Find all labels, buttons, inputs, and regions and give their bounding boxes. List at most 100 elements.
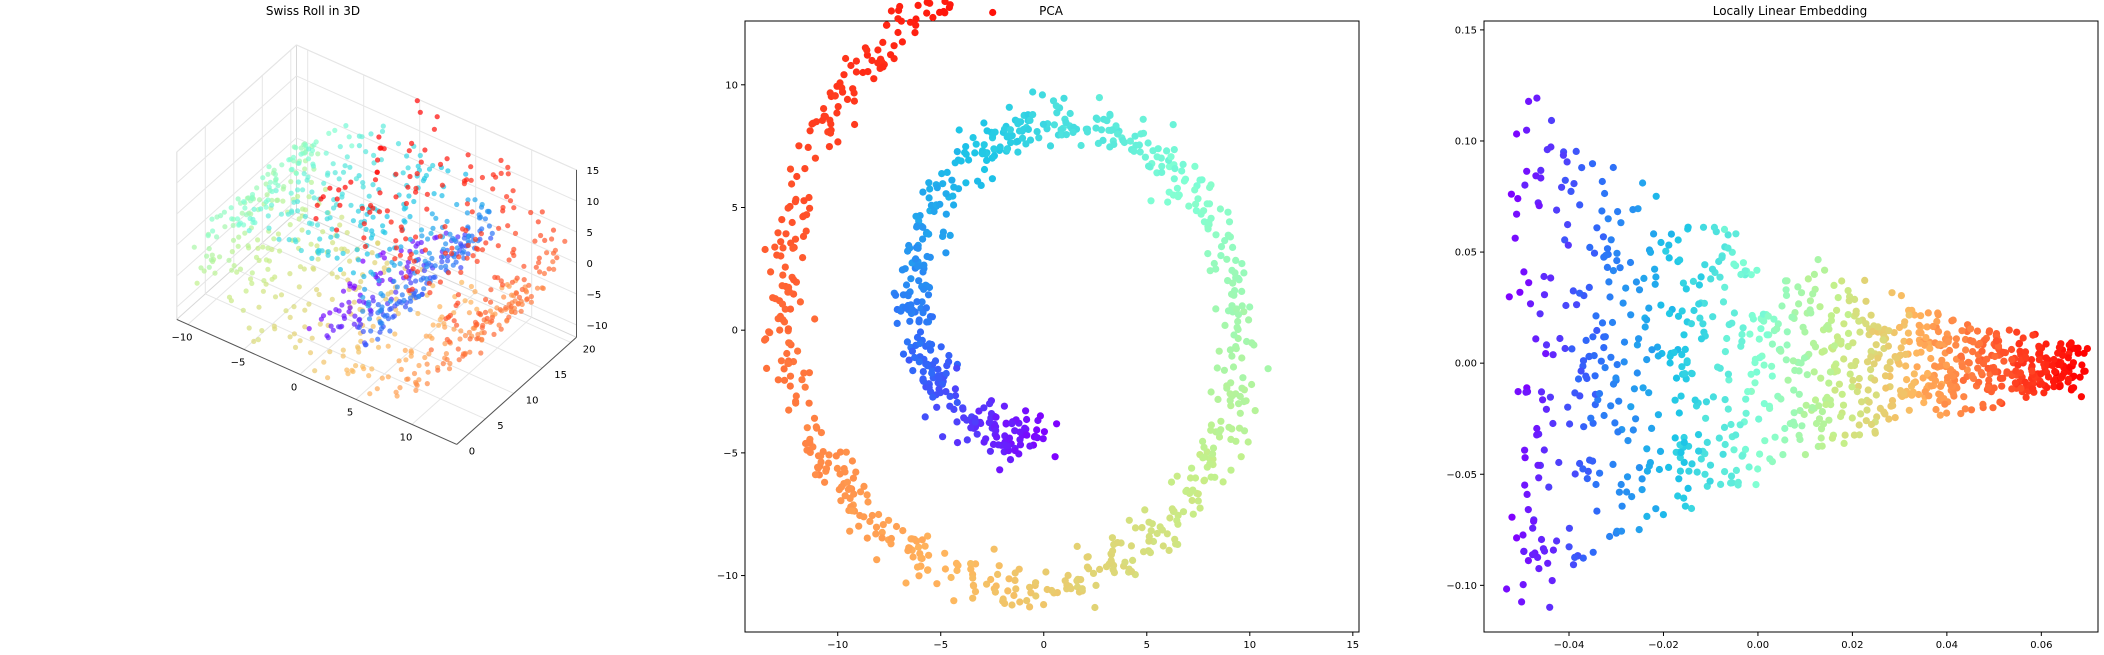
pca-point	[1234, 317, 1242, 326]
pca-point	[1191, 474, 1200, 482]
pca-point	[1206, 267, 1214, 275]
3d-point	[446, 339, 453, 345]
lle-point	[1609, 163, 1617, 172]
pca-point	[1236, 392, 1244, 401]
lle-point	[1635, 286, 1644, 294]
pca-point	[1137, 130, 1145, 138]
lle-point	[1863, 358, 1872, 366]
3d-point	[430, 322, 436, 328]
lle-point	[1571, 470, 1579, 478]
3d-point	[399, 292, 405, 298]
3d-point	[488, 235, 494, 241]
lle-point	[2070, 372, 2078, 380]
pca-point	[879, 521, 887, 529]
pca-point	[1216, 205, 1224, 213]
lle-point	[1603, 263, 1611, 271]
3d-point	[306, 146, 312, 152]
pca-point	[824, 459, 833, 467]
lle-point	[1996, 398, 2004, 406]
3d-point	[303, 142, 309, 148]
pca-point	[907, 275, 915, 283]
3d-point	[432, 263, 438, 269]
3d-point	[437, 304, 443, 310]
lle-point	[1687, 369, 1696, 377]
lle-point	[1723, 334, 1731, 343]
3d-point	[425, 369, 431, 375]
lle-point	[1943, 374, 1952, 382]
3d-point	[419, 233, 425, 239]
lle-point	[1863, 406, 1871, 414]
lle-point	[1927, 354, 1935, 363]
3d-point	[449, 250, 455, 257]
lle-point	[1892, 354, 1901, 362]
pca-point	[870, 75, 878, 83]
3d-point	[455, 346, 461, 352]
3d-point	[394, 301, 400, 307]
3d-point	[505, 171, 511, 177]
pca-x-tick-label: 15	[1346, 640, 1359, 651]
pca-point	[974, 177, 982, 185]
3d-point	[426, 250, 432, 256]
pca-point	[801, 383, 809, 391]
pca-point	[786, 382, 794, 390]
3d-point	[367, 209, 373, 215]
3d-point	[306, 301, 312, 307]
pca-point	[1062, 131, 1070, 139]
pca-y-tick-label: 10	[725, 80, 738, 91]
3d-point	[474, 306, 480, 312]
lle-point	[1810, 368, 1818, 376]
lle-point	[1532, 335, 1540, 343]
3d-point	[375, 344, 382, 350]
3d-point	[403, 205, 409, 211]
lle-point	[1503, 585, 1511, 593]
pca-point	[1163, 530, 1171, 538]
3d-point	[340, 250, 346, 256]
3d-gridline	[355, 291, 477, 400]
3d-point	[465, 251, 471, 257]
lle-point	[1696, 314, 1704, 322]
3d-point	[347, 164, 353, 170]
3d-point	[336, 176, 342, 182]
pca-point	[987, 575, 995, 584]
pca-point	[1149, 147, 1157, 155]
pca-point	[855, 522, 863, 530]
lle-point	[1867, 347, 1875, 355]
pca-point	[835, 486, 843, 494]
pca-point	[1026, 603, 1034, 611]
pca-point	[905, 544, 913, 552]
3d-point	[302, 213, 308, 219]
pca-point	[928, 369, 936, 377]
pca-point	[1158, 168, 1166, 176]
lle-point	[1584, 467, 1592, 475]
lle-point	[1650, 230, 1658, 238]
3d-point	[243, 212, 249, 218]
lle-point	[2069, 359, 2077, 367]
pca-point	[920, 285, 928, 293]
3d-point	[536, 255, 542, 261]
lle-point	[2051, 367, 2059, 375]
3d-z-tick-label: −5	[587, 290, 602, 301]
pca-point	[1114, 130, 1122, 138]
lle-point	[1589, 548, 1597, 556]
3d-point	[498, 157, 504, 163]
lle-point	[1702, 414, 1710, 422]
pca-point	[928, 340, 936, 349]
lle-point	[1706, 461, 1715, 469]
lle-point	[1764, 312, 1772, 320]
lle-point	[1788, 313, 1796, 321]
pca-point	[784, 325, 793, 333]
3d-point	[461, 235, 467, 241]
3d-point	[445, 168, 451, 174]
pca-point	[795, 142, 803, 150]
3d-point	[518, 308, 524, 314]
pca-point	[763, 364, 771, 372]
lle-point	[1567, 187, 1575, 195]
3d-point	[408, 251, 414, 257]
pca-point	[843, 478, 852, 486]
lle-point	[1587, 414, 1595, 422]
3d-point	[294, 198, 301, 205]
3d-point	[260, 288, 266, 294]
pca-point	[846, 484, 854, 492]
pca-point	[960, 414, 968, 422]
3d-point	[295, 187, 301, 193]
